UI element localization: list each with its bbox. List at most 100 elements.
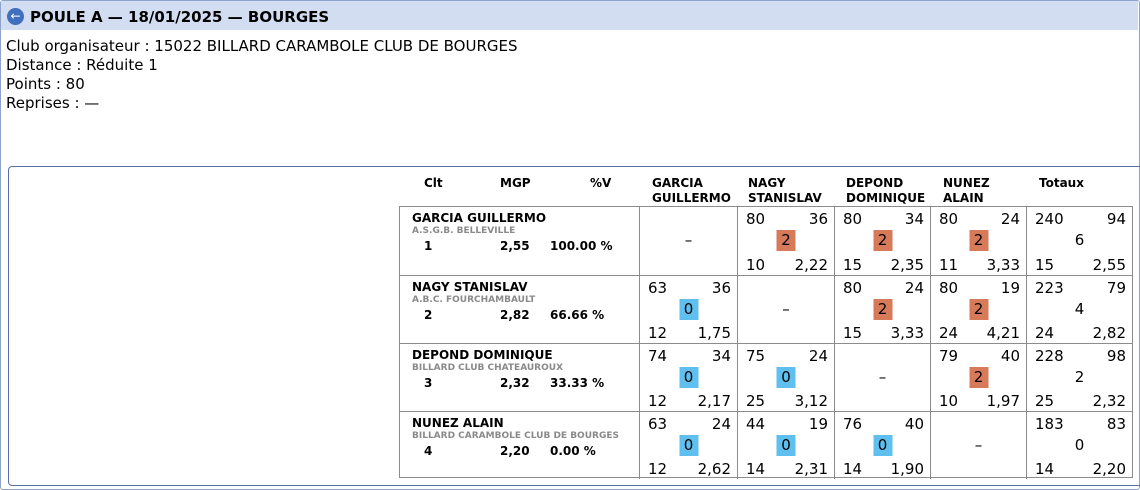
- club-organizer: Club organisateur : 15022 BILLARD CARAMB…: [6, 37, 518, 55]
- match-reprises: 11: [939, 256, 959, 274]
- col-header-line: STANISLAV: [748, 191, 822, 205]
- player-info-cell: NUNEZ ALAIN BILLARD CARAMBOLE CLUB DE BOU…: [400, 411, 639, 479]
- results-grid: GARCIA GUILLERMO A.S.G.B. BELLEVILLE 1 2,55…: [399, 206, 1133, 479]
- col-header-opponent-3: DEPOND DOMINIQUE: [846, 176, 925, 206]
- total-moyenne: 2,55: [1092, 256, 1126, 274]
- total-match-points: 2: [1074, 368, 1085, 386]
- match-result-cell: 44 19 0 14 2,31: [737, 411, 834, 479]
- col-header-line: GARCIA: [652, 176, 703, 190]
- col-header-line: ALAIN: [943, 191, 984, 205]
- match-reprises: 14: [843, 460, 863, 478]
- match-points-badge: 0: [679, 299, 698, 320]
- match-serie: 19: [808, 415, 828, 433]
- match-points-badge: 2: [969, 230, 988, 251]
- match-result-cell: 75 24 0 25 3,12: [737, 343, 834, 411]
- match-points-badge: 2: [969, 367, 988, 388]
- match-moyenne: 2,62: [697, 460, 731, 478]
- match-serie: 24: [808, 347, 828, 365]
- totals-cell: 223 79 4 24 2,82: [1026, 275, 1132, 343]
- total-points: 240: [1035, 210, 1064, 228]
- total-serie: 94: [1106, 210, 1126, 228]
- total-reprises: 25: [1035, 392, 1055, 410]
- match-result-cell: 80 36 2 10 2,22: [737, 207, 834, 275]
- player-pct: 0.00 %: [550, 444, 596, 458]
- match-points-badge: 2: [969, 299, 988, 320]
- player-club: BILLARD CARAMBOLE CLUB DE BOURGES: [412, 431, 619, 441]
- player-info-cell: DEPOND DOMINIQUE BILLARD CLUB CHATEAUROUX…: [400, 343, 639, 411]
- player-mgp: 2,20: [500, 444, 530, 458]
- player-rank: 3: [424, 376, 433, 390]
- col-header-opponent-4: NUNEZ ALAIN: [943, 176, 990, 206]
- empty-dash: –: [878, 368, 887, 386]
- match-reprises: 10: [746, 256, 766, 274]
- match-moyenne: 2,17: [697, 392, 731, 410]
- match-moyenne: 2,31: [794, 460, 828, 478]
- match-points: 63: [648, 279, 668, 297]
- totals-cell: 240 94 6 15 2,55: [1026, 207, 1132, 275]
- totals-cell: 183 83 0 14 2,20: [1026, 411, 1132, 479]
- match-moyenne: 4,21: [986, 324, 1020, 342]
- total-reprises: 15: [1035, 256, 1055, 274]
- match-result-cell: 80 24 2 11 3,33: [930, 207, 1026, 275]
- col-header-line: NUNEZ: [943, 176, 990, 190]
- match-serie: 36: [808, 210, 828, 228]
- match-reprises: 14: [746, 460, 766, 478]
- match-reprises: 12: [648, 460, 668, 478]
- match-points: 80: [939, 279, 959, 297]
- match-reprises: 12: [648, 324, 668, 342]
- col-header-clt: Clt: [424, 176, 443, 190]
- total-reprises: 24: [1035, 324, 1055, 342]
- match-moyenne: 1,90: [890, 460, 924, 478]
- total-match-points: 6: [1074, 231, 1085, 249]
- player-name: DEPOND DOMINIQUE: [412, 348, 553, 362]
- match-points: 80: [843, 210, 863, 228]
- match-result-cell: 63 36 0 12 1,75: [639, 275, 737, 343]
- match-serie: 40: [1000, 347, 1020, 365]
- match-reprises: 25: [746, 392, 766, 410]
- player-name: NAGY STANISLAV: [412, 280, 528, 294]
- match-moyenne: 2,35: [890, 256, 924, 274]
- points: Points : 80: [6, 75, 85, 93]
- match-serie: 24: [904, 279, 924, 297]
- player-club: BILLARD CLUB CHATEAUROUX: [412, 363, 564, 373]
- match-points-badge: 2: [873, 299, 892, 320]
- match-result-cell: 80 24 2 15 3,33: [834, 275, 930, 343]
- empty-dash: –: [782, 300, 790, 318]
- total-serie: 98: [1106, 347, 1126, 365]
- title-bar: ← POULE A — 18/01/2025 — BOURGES: [1, 1, 1138, 30]
- player-pct: 33.33 %: [550, 376, 605, 390]
- empty-cell: –: [737, 275, 834, 343]
- match-moyenne: 2,22: [794, 256, 828, 274]
- match-result-cell: 76 40 0 14 1,90: [834, 411, 930, 479]
- match-serie: 24: [711, 415, 731, 433]
- reprises: Reprises : —: [6, 94, 100, 112]
- total-moyenne: 2,32: [1092, 392, 1126, 410]
- total-points: 223: [1035, 279, 1064, 297]
- match-points-badge: 0: [873, 435, 892, 456]
- col-header-opponent-1: GARCIA GUILLERMO: [652, 176, 731, 206]
- total-serie: 79: [1106, 279, 1126, 297]
- match-points: 76: [843, 415, 863, 433]
- col-header-totaux: Totaux: [1039, 176, 1084, 190]
- total-match-points: 4: [1074, 300, 1085, 318]
- player-rank: 2: [424, 308, 433, 322]
- col-header-line: GUILLERMO: [652, 191, 731, 205]
- match-result-cell: 80 34 2 15 2,35: [834, 207, 930, 275]
- player-name: GARCIA GUILLERMO: [412, 211, 547, 225]
- player-mgp: 2,82: [500, 308, 530, 322]
- player-rank: 4: [424, 444, 433, 458]
- match-points: 74: [648, 347, 668, 365]
- total-match-points: 0: [1074, 436, 1085, 454]
- match-serie: 40: [904, 415, 924, 433]
- match-points: 80: [746, 210, 766, 228]
- match-reprises: 15: [843, 324, 863, 342]
- total-moyenne: 2,82: [1092, 324, 1126, 342]
- arrow-left-icon[interactable]: ←: [7, 8, 24, 25]
- player-rank: 1: [424, 239, 433, 253]
- match-result-cell: 74 34 0 12 2,17: [639, 343, 737, 411]
- total-points: 228: [1035, 347, 1064, 365]
- player-club: A.B.C. FOURCHAMBAULT: [412, 295, 536, 305]
- player-pct: 100.00 %: [550, 239, 613, 253]
- match-points: 44: [746, 415, 766, 433]
